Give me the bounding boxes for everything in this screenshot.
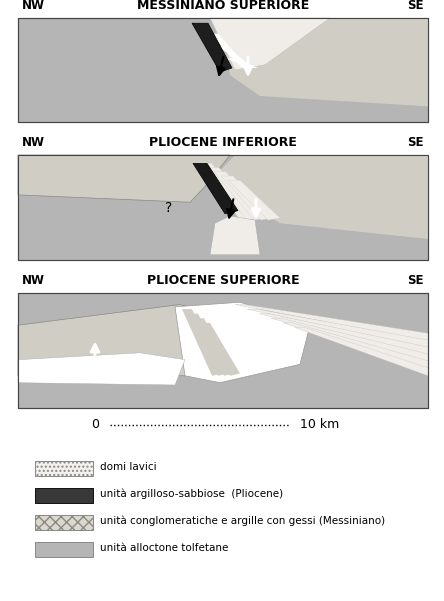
Polygon shape: [18, 293, 428, 408]
Bar: [35, 542, 93, 557]
Text: SE: SE: [408, 274, 424, 287]
Bar: [35, 460, 93, 475]
Polygon shape: [175, 302, 310, 383]
Polygon shape: [228, 180, 280, 220]
Text: MESSINIANO SUPERIORE: MESSINIANO SUPERIORE: [137, 0, 309, 12]
Polygon shape: [210, 18, 330, 70]
Text: ?: ?: [165, 201, 172, 216]
Polygon shape: [182, 309, 222, 376]
Text: NW: NW: [22, 274, 45, 287]
Polygon shape: [193, 163, 238, 214]
Polygon shape: [220, 18, 428, 106]
Polygon shape: [271, 319, 428, 362]
Bar: [35, 514, 93, 529]
Polygon shape: [200, 323, 240, 376]
Text: SE: SE: [408, 136, 424, 149]
Text: unità conglomeratiche e argille con gessi (Messiniano): unità conglomeratiche e argille con gess…: [100, 516, 385, 526]
Polygon shape: [18, 155, 428, 260]
Polygon shape: [207, 168, 259, 220]
Text: NW: NW: [22, 0, 45, 12]
Polygon shape: [218, 46, 253, 68]
Polygon shape: [200, 163, 252, 220]
Text: NW: NW: [22, 136, 45, 149]
Polygon shape: [283, 323, 428, 369]
Polygon shape: [247, 309, 428, 348]
Polygon shape: [259, 314, 428, 355]
Text: 0: 0: [91, 418, 99, 432]
Text: unità argilloso-sabbiose  (Pliocene): unità argilloso-sabbiose (Pliocene): [100, 489, 283, 499]
Polygon shape: [226, 58, 258, 68]
Polygon shape: [18, 305, 215, 376]
Polygon shape: [192, 23, 232, 72]
Polygon shape: [210, 216, 260, 255]
Bar: [35, 487, 93, 502]
Text: domi lavici: domi lavici: [100, 462, 157, 472]
Polygon shape: [295, 328, 428, 376]
Polygon shape: [210, 34, 248, 68]
Text: unità alloctone tolfetane: unità alloctone tolfetane: [100, 543, 228, 553]
Text: SE: SE: [408, 0, 424, 12]
Polygon shape: [188, 314, 228, 376]
Polygon shape: [194, 319, 234, 376]
Polygon shape: [18, 353, 185, 385]
Text: 10 km: 10 km: [300, 418, 339, 432]
Polygon shape: [221, 176, 273, 220]
Text: PLIOCENE SUPERIORE: PLIOCENE SUPERIORE: [147, 274, 299, 287]
Polygon shape: [235, 305, 428, 341]
Polygon shape: [215, 155, 428, 239]
Polygon shape: [18, 18, 428, 122]
Polygon shape: [214, 172, 266, 220]
Text: PLIOCENE INFERIORE: PLIOCENE INFERIORE: [149, 136, 297, 149]
Polygon shape: [18, 155, 230, 203]
